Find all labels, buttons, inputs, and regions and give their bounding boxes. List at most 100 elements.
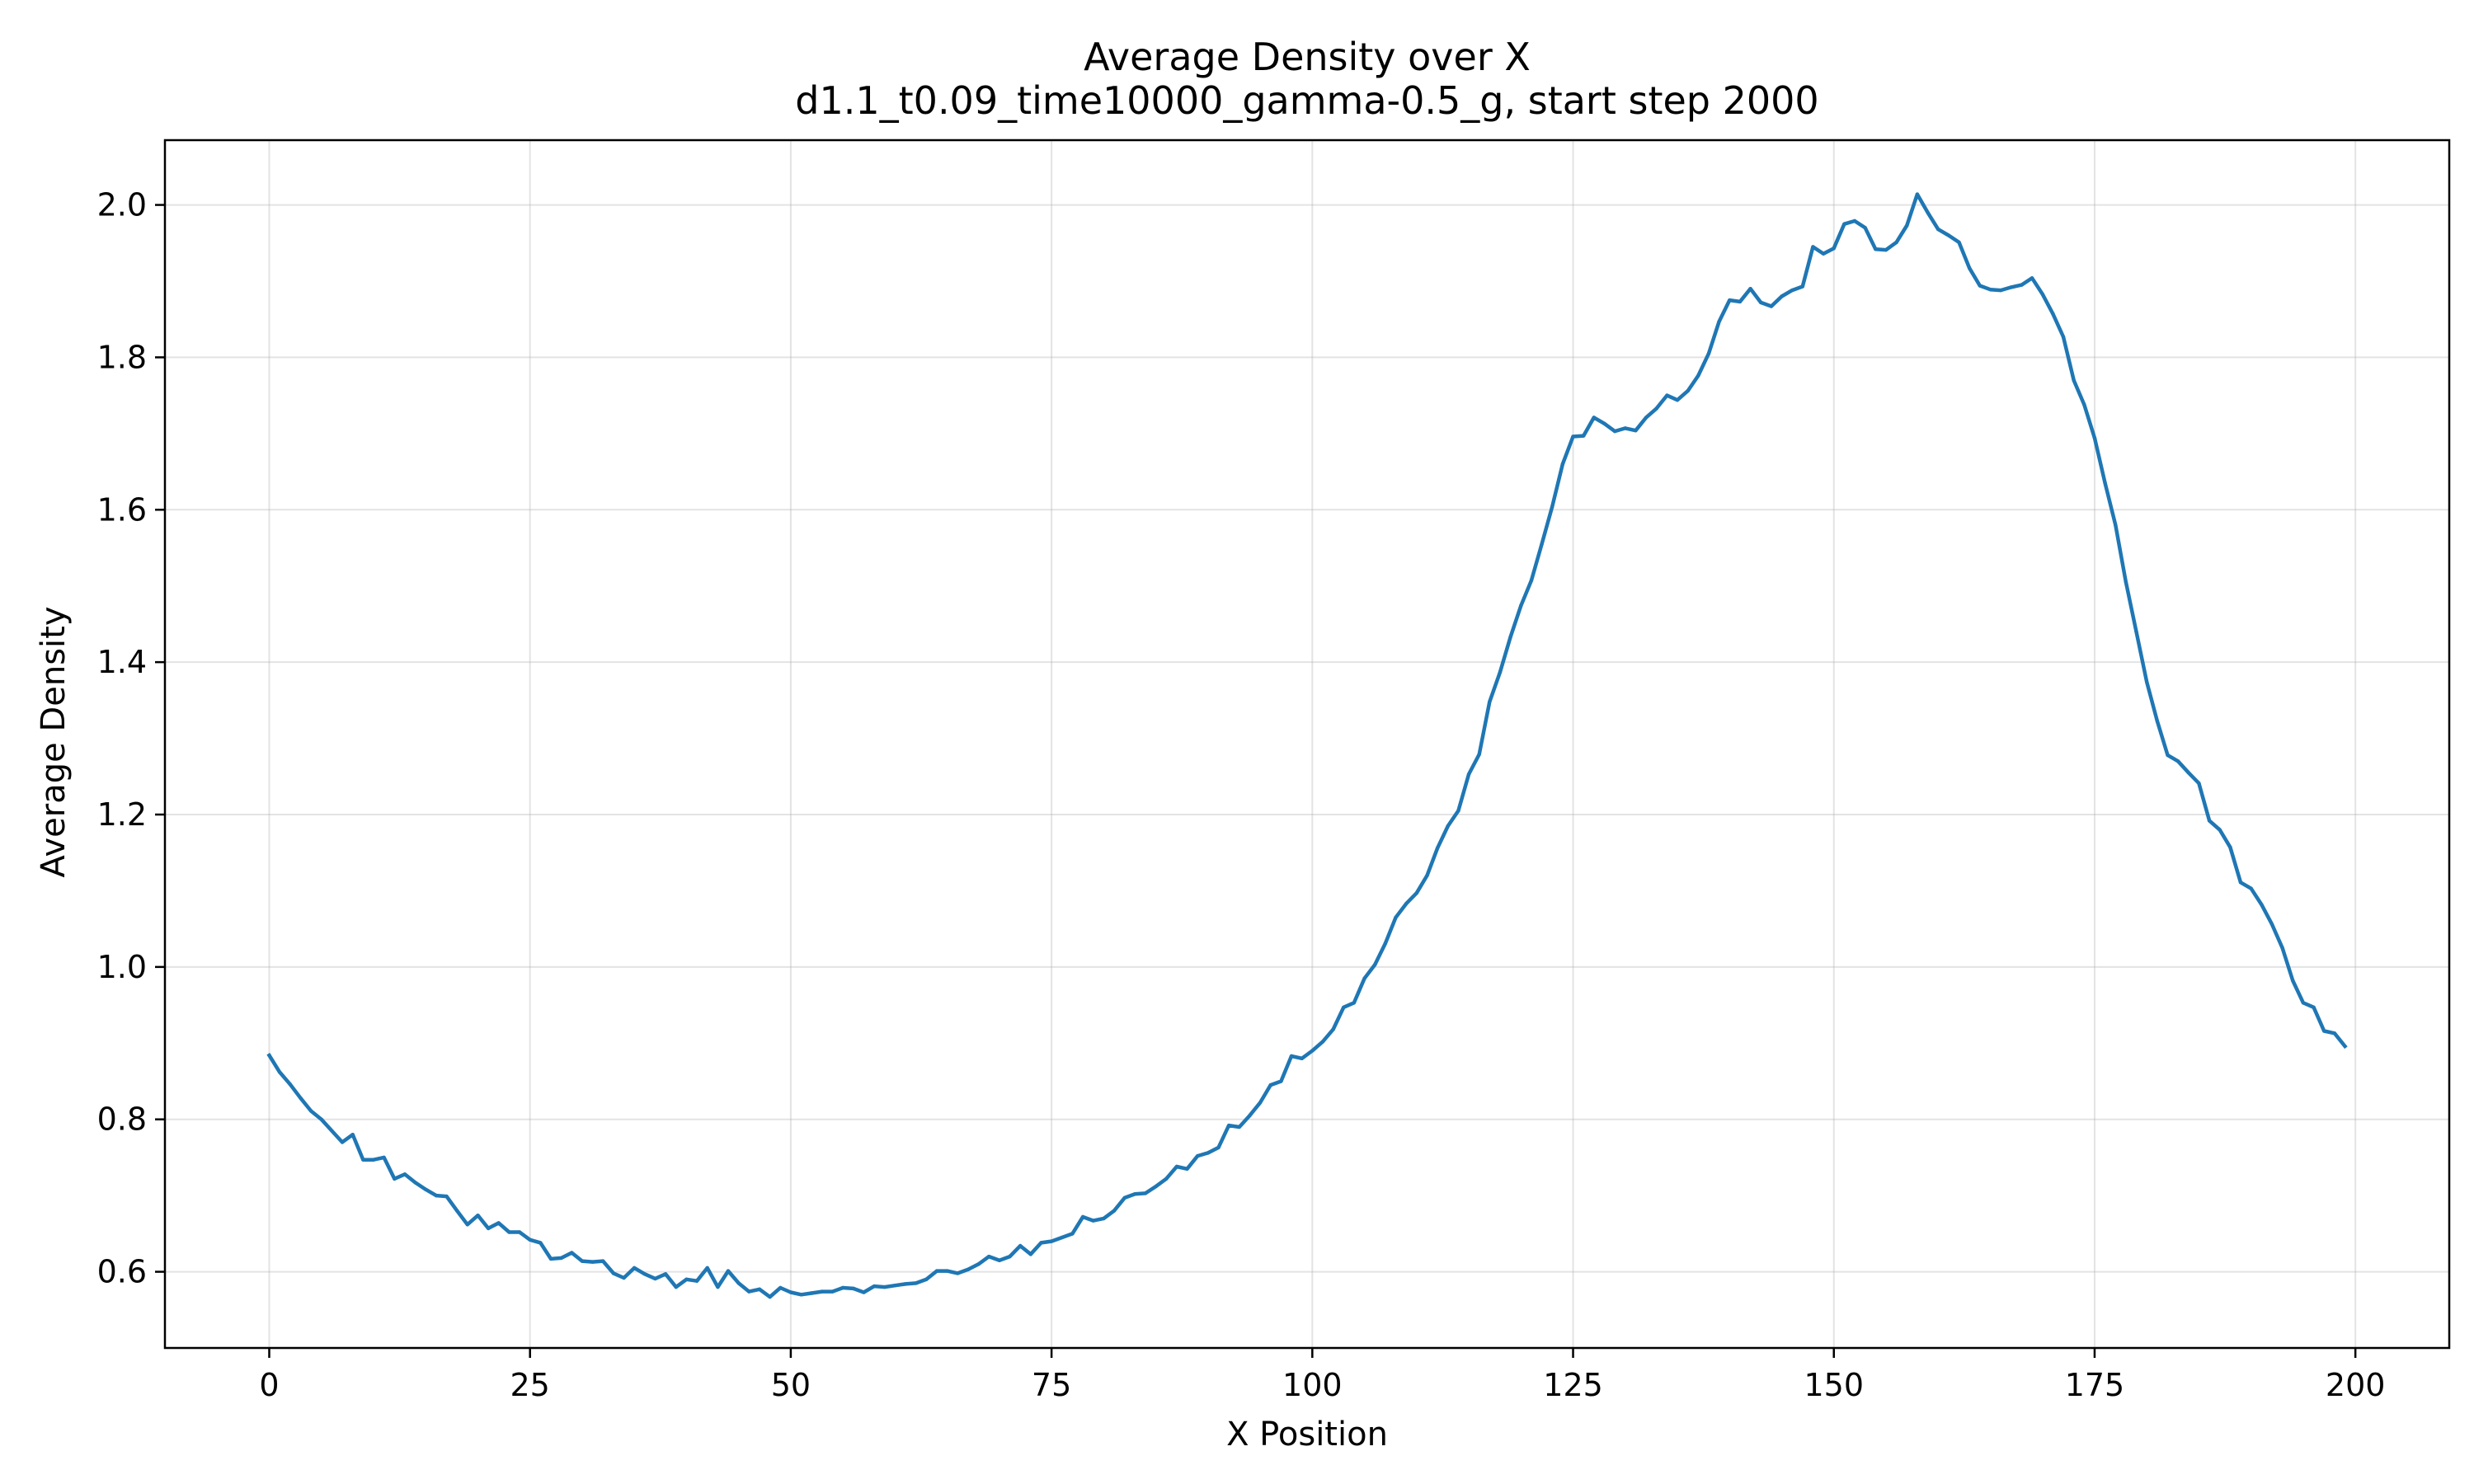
data-point: [2166, 753, 2170, 758]
data-point: [934, 1269, 939, 1273]
data-point: [1654, 406, 1658, 411]
data-point: [1435, 846, 1440, 850]
data-point: [361, 1158, 365, 1162]
data-point: [2175, 759, 2180, 763]
data-point: [1519, 603, 1523, 608]
data-point: [1582, 434, 1586, 438]
data-point: [674, 1284, 678, 1289]
data-point: [1842, 222, 1846, 226]
y-tick-label: 0.6: [97, 1254, 147, 1290]
data-point: [705, 1266, 709, 1270]
data-point: [455, 1209, 459, 1213]
data-point: [1560, 462, 1565, 466]
data-point: [1133, 1192, 1137, 1196]
data-point: [820, 1289, 824, 1294]
data-point: [726, 1269, 731, 1273]
data-point: [1696, 373, 1700, 378]
data-point: [1122, 1195, 1126, 1200]
data-point: [1550, 505, 1554, 509]
data-point: [1320, 1040, 1325, 1044]
data-point: [1957, 240, 1961, 245]
data-point: [1300, 1056, 1304, 1061]
data-point: [1998, 288, 2003, 293]
data-point: [2249, 886, 2253, 890]
data-point: [633, 1266, 637, 1270]
y-tick-label: 1.0: [97, 949, 147, 985]
data-point: [1498, 670, 1503, 674]
data-point: [601, 1259, 605, 1263]
data-point: [2207, 819, 2212, 823]
data-point: [2103, 481, 2107, 486]
data-point: [1279, 1079, 1283, 1083]
data-point: [1070, 1232, 1075, 1236]
data-point: [590, 1260, 595, 1264]
data-point: [2030, 276, 2034, 280]
data-point: [1738, 299, 1743, 304]
data-point: [570, 1251, 574, 1255]
data-point: [277, 1070, 282, 1074]
data-point: [1039, 1241, 1043, 1245]
data-point: [1456, 809, 1460, 813]
data-point: [2291, 979, 2295, 983]
data-point: [830, 1289, 835, 1294]
x-tick-label: 175: [2065, 1367, 2125, 1403]
data-point: [1080, 1214, 1085, 1219]
data-point: [1268, 1082, 1272, 1087]
data-point: [1540, 542, 1544, 547]
data-point: [872, 1284, 877, 1289]
axes-frame: [163, 139, 2451, 1350]
data-point: [788, 1290, 793, 1294]
x-tick-label: 0: [259, 1367, 279, 1403]
data-point: [1811, 245, 1815, 249]
data-point: [694, 1279, 699, 1283]
data-point: [1466, 772, 1471, 777]
y-tick-label: 0.8: [97, 1101, 147, 1138]
data-point: [1675, 398, 1680, 402]
data-point: [424, 1187, 428, 1191]
data-point: [1874, 247, 1878, 251]
data-point: [1863, 226, 1867, 230]
data-point: [517, 1230, 522, 1234]
data-point: [2145, 680, 2149, 684]
chart-subtitle: d1.1_t0.09_time10000_gamma-0.5_g, start …: [795, 78, 1818, 123]
data-point: [402, 1172, 407, 1176]
data-point: [1602, 421, 1606, 425]
data-point: [1102, 1216, 1106, 1221]
data-point: [1529, 579, 1534, 583]
data-point: [2009, 285, 2013, 289]
data-point: [2269, 922, 2274, 927]
data-point: [1373, 962, 1377, 967]
data-point: [622, 1275, 626, 1280]
data-point: [2040, 292, 2044, 296]
data-point: [1425, 873, 1429, 878]
data-point: [1884, 247, 1888, 252]
data-point: [1394, 915, 1398, 920]
data-point: [1143, 1191, 1148, 1195]
data-point: [444, 1194, 449, 1199]
data-point: [299, 1096, 303, 1101]
y-tick-label: 2.0: [97, 187, 147, 223]
data-point: [1790, 288, 1794, 293]
data-point: [1237, 1125, 1242, 1129]
data-point: [1248, 1113, 1252, 1118]
data-point: [1226, 1123, 1231, 1128]
data-point: [2051, 312, 2055, 316]
data-point: [903, 1282, 908, 1286]
data-point: [653, 1276, 657, 1281]
data-point: [1446, 824, 1451, 829]
data-point: [2228, 845, 2232, 849]
data-point: [1988, 288, 1992, 292]
data-point: [2082, 402, 2086, 406]
data-point: [966, 1267, 971, 1272]
data-point: [1060, 1235, 1065, 1240]
data-point: [1331, 1027, 1335, 1031]
data-point: [1894, 240, 1898, 245]
data-point: [1821, 251, 1826, 256]
data-point: [976, 1262, 981, 1266]
data-point: [1196, 1153, 1200, 1158]
data-point: [434, 1193, 439, 1198]
data-point: [1206, 1151, 1211, 1155]
data-point: [1634, 429, 1638, 433]
